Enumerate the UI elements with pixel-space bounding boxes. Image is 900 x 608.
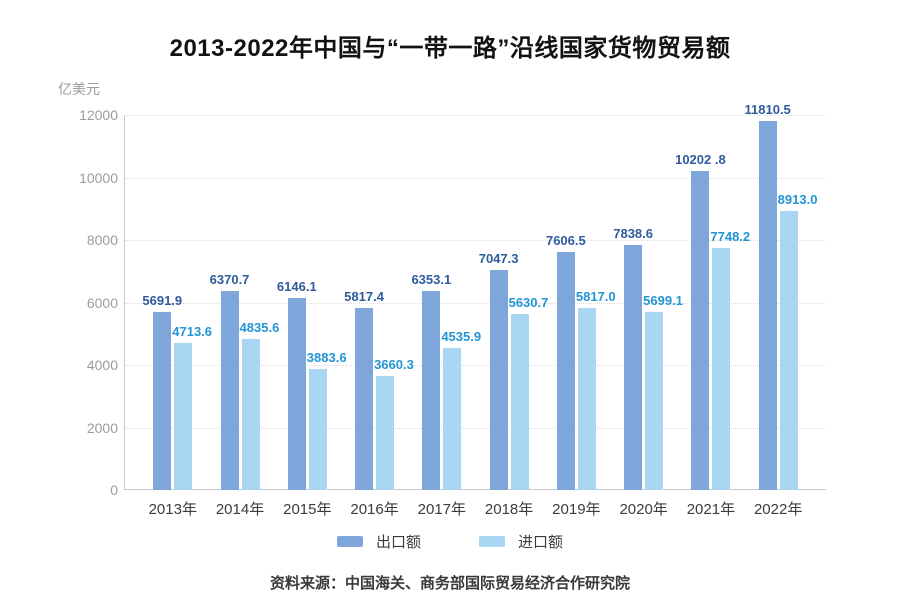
bar-value-label: 4835.6 <box>239 319 280 335</box>
legend-item-imports: 进口额 <box>479 531 563 552</box>
bar-import-2015年: 3883.6 <box>307 350 347 490</box>
bar-value-label: 5630.7 <box>508 295 549 311</box>
y-tick-label: 0 <box>110 482 118 498</box>
bar-value-label: 7838.6 <box>613 226 654 242</box>
y-tick-label: 2000 <box>86 419 118 436</box>
legend-swatch-imports-icon <box>479 536 505 547</box>
legend-label-imports: 进口额 <box>518 534 564 551</box>
y-tick-label: 6000 <box>86 294 118 311</box>
bar-import-2014年: 4835.6 <box>240 320 279 490</box>
bar-export-2019年: 7606.5 <box>546 233 586 490</box>
y-axis-tick-labels: 0 2000 4000 6000 8000 10000 12000 <box>0 0 118 608</box>
gridline <box>125 365 826 366</box>
y-axis-unit-label: 亿美元 <box>58 81 100 97</box>
x-tick-label: 2015年 <box>283 501 332 518</box>
gridline <box>125 115 826 116</box>
bar-export-2015年: 6146.1 <box>277 279 317 490</box>
bar-group-2016年: 5817.4 3660.3 <box>344 289 414 490</box>
bar-group-2015年: 6146.1 3883.6 <box>277 279 347 490</box>
bar-export-2018年: 7047.3 <box>479 251 518 490</box>
y-tick-label: 10000 <box>79 169 118 186</box>
bar-group-2021年: 10202 .8 7748.2 <box>675 152 750 490</box>
bar-import-2019年: 5817.0 <box>576 289 616 490</box>
bar-value-label: 5817.4 <box>344 289 384 305</box>
legend-item-exports: 出口额 <box>336 531 421 552</box>
bar-import-2017年: 4535.9 <box>441 329 481 490</box>
bar-value-label: 10202 .8 <box>675 152 726 168</box>
x-tick-label: 2014年 <box>215 501 265 518</box>
x-tick-label: 2021年 <box>686 501 736 518</box>
bar-series: 5691.9 4713.6 6370.7 4835.6 6146.1 3883.6 5817… <box>125 102 826 490</box>
bar-group-2022年: 11810.5 8913.0 <box>745 102 817 490</box>
bar-value-label: 4713.6 <box>172 323 213 339</box>
bar-import-2022年: 8913.0 <box>778 192 817 490</box>
plot-area: 5691.9 4713.6 6370.7 4835.6 6146.1 3883.6 5817… <box>124 102 826 490</box>
legend: 出口额 进口额 <box>0 531 900 552</box>
bar-value-label: 5691.9 <box>142 293 183 309</box>
y-axis-line <box>124 115 125 490</box>
bar-group-2013年: 5691.9 4713.6 <box>142 293 212 490</box>
bar-value-label: 5699.1 <box>643 292 683 308</box>
bar-import-2020年: 5699.1 <box>643 293 683 490</box>
bar-value-label: 3883.6 <box>306 349 347 365</box>
bar-value-label: 3660.3 <box>374 356 414 372</box>
bar-export-2021年: 10202 .8 <box>675 152 726 490</box>
y-tick-label: 8000 <box>86 232 118 248</box>
bar-value-label: 7606.5 <box>545 233 586 249</box>
bar-import-2013年: 4713.6 <box>172 324 212 490</box>
bar-value-label: 7047.3 <box>478 250 519 266</box>
gridline <box>125 427 826 429</box>
x-tick-label: 2020年 <box>619 501 668 518</box>
bar-value-label: 8913.0 <box>777 192 818 208</box>
x-tick-label: 2016年 <box>350 501 399 518</box>
bar-export-2014年: 6370.7 <box>210 272 249 490</box>
bar-import-2018年: 5630.7 <box>509 295 548 490</box>
bar-group-2017年: 6353.1 4535.9 <box>411 272 481 490</box>
bar-export-2017年: 6353.1 <box>411 272 451 490</box>
bar-value-label: 7748.2 <box>710 228 751 244</box>
x-tick-label: 2022年 <box>753 501 803 518</box>
bar-export-2013年: 5691.9 <box>142 293 182 490</box>
bar-group-2014年: 6370.7 4835.6 <box>210 272 279 490</box>
bar-value-label: 11810.5 <box>744 101 791 117</box>
bar-group-2020年: 7838.6 5699.1 <box>613 226 683 490</box>
x-tick-label: 2013年 <box>148 501 197 518</box>
bar-value-label: 6370.7 <box>209 271 250 287</box>
bar-group-2019年: 7606.5 5817.0 <box>546 233 616 490</box>
bar-value-label: 4535.9 <box>441 329 482 345</box>
y-tick-label: 12000 <box>79 107 118 123</box>
bar-export-2020年: 7838.6 <box>613 226 653 490</box>
bar-export-2016年: 5817.4 <box>344 289 384 490</box>
chart-title: 2013-2022年中国与“一带一路”沿线国家货物贸易额 <box>169 35 731 62</box>
gridline <box>125 240 826 241</box>
bar-group-2018年: 7047.3 5630.7 <box>479 251 548 490</box>
legend-swatch-exports-icon <box>336 536 363 547</box>
gridline <box>125 177 826 179</box>
x-tick-label: 2019年 <box>552 501 601 518</box>
bar-value-label: 6146.1 <box>276 278 317 294</box>
bar-value-label: 6353.1 <box>411 272 452 288</box>
gridline <box>125 302 826 304</box>
x-axis-labels: 2013年 2014年 2015年 2016年 2017年 2018年 2019年 2020年… <box>125 498 826 519</box>
x-axis-line <box>124 489 826 490</box>
bar-import-2021年: 7748.2 <box>710 229 750 490</box>
source-note: 资料来源：中国海关、商务部国际贸易经济合作研究院 <box>269 575 630 592</box>
y-tick-label: 4000 <box>86 357 118 373</box>
bar-value-label: 5817.0 <box>575 289 616 305</box>
legend-label-exports: 出口额 <box>375 534 421 551</box>
bar-export-2022年: 11810.5 <box>745 102 791 490</box>
x-tick-label: 2018年 <box>484 501 534 518</box>
bar-import-2016年: 3660.3 <box>374 357 414 490</box>
x-tick-label: 2017年 <box>417 501 467 518</box>
